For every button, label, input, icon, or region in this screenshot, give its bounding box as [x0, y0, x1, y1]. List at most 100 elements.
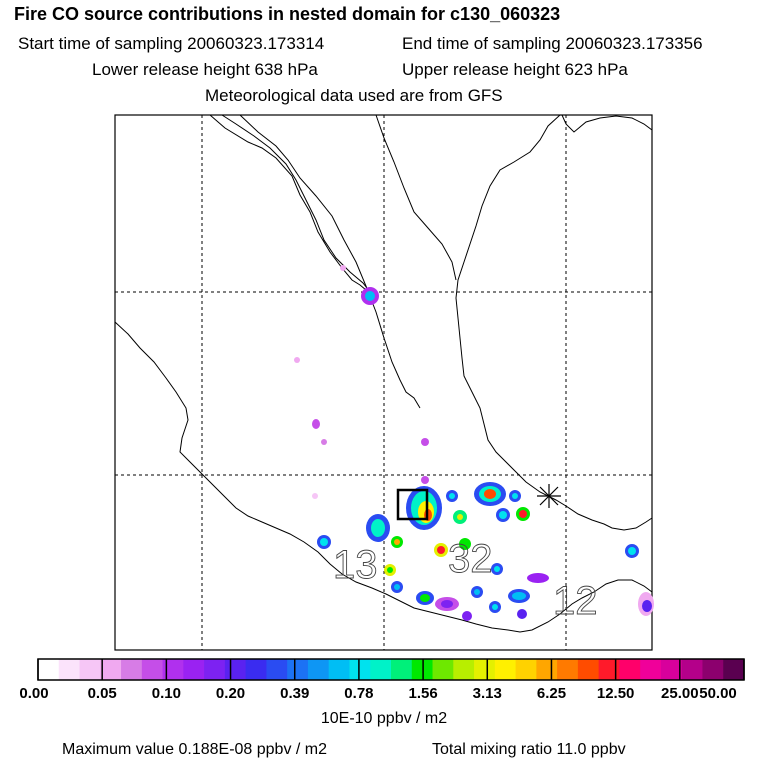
end-time-label: End time of sampling 20060323.173356 [402, 34, 703, 53]
met-data-label: Meteorological data used are from GFS [205, 86, 503, 105]
colorbar-swatch [58, 659, 81, 680]
region-number-32: 32 [448, 537, 493, 581]
colorbar-swatch [328, 659, 350, 680]
plume-blob [394, 584, 400, 590]
colorbar-tick-label: 12.50 [596, 685, 635, 702]
coastlines [114, 114, 653, 633]
colorbar-swatch [536, 659, 558, 680]
colorbar-swatch [266, 659, 288, 680]
colorbar-swatch [183, 659, 205, 680]
colorbar-swatch [245, 659, 267, 680]
plume-blob [459, 538, 471, 550]
grid-lines [115, 115, 652, 650]
colorbar-swatch [432, 659, 454, 680]
plume-blob [512, 493, 518, 499]
colorbar-tick-label: 50.00 [699, 685, 737, 702]
plume-blob [371, 519, 385, 537]
colorbar-swatch [619, 659, 641, 680]
plume-blob [628, 547, 636, 555]
region-number-13: 13 [333, 543, 378, 587]
colorbar-tick-label: 0.10 [151, 685, 181, 702]
plume-blob [312, 493, 318, 499]
colorbar-tick-label: 3.13 [472, 685, 502, 702]
lower-release-label: Lower release height 638 hPa [92, 60, 318, 79]
upper-release-label: Upper release height 623 hPa [402, 60, 628, 79]
plume-blob [387, 567, 393, 573]
colorbar-swatch [204, 659, 226, 680]
coastline-west [239, 114, 421, 409]
colorbar-tick-label: 0.39 [280, 685, 310, 702]
plume-blob [499, 511, 507, 519]
colorbar [37, 658, 745, 681]
total-mixing-label: Total mixing ratio 11.0 ppbv [432, 741, 626, 758]
plume-blob [517, 609, 527, 619]
colorbar-swatch [515, 659, 537, 680]
plume-blob [462, 611, 472, 621]
plume-blob [441, 600, 453, 608]
colorbar-swatch [723, 659, 745, 680]
colorbar-swatch [391, 659, 413, 680]
plume-blob [421, 438, 429, 446]
coastline-gulf [455, 114, 653, 531]
colorbar-swatch [100, 659, 122, 680]
colorbar-swatch [287, 659, 309, 680]
colorbar-tick-label: 0.05 [87, 685, 117, 702]
colorbar-tick-label: 1.56 [408, 685, 438, 702]
colorbar-unit: 10E-10 ppbv / m2 [320, 710, 448, 727]
coastline-pacific [114, 321, 653, 633]
plume-blob [494, 566, 500, 572]
plume-blob [519, 510, 527, 518]
plume-blob [365, 291, 375, 301]
colorbar-swatch [38, 659, 60, 680]
star-marker [537, 484, 561, 508]
plume-blob [312, 419, 320, 429]
plume-blob [512, 592, 526, 600]
colorbar-swatch [598, 659, 620, 680]
plume-blob [527, 573, 549, 583]
colorbar-tick-label: 6.25 [536, 685, 567, 702]
colorbar-swatch [453, 659, 475, 680]
plume-blob [321, 439, 327, 445]
region-numbers: 13 32 12 [333, 537, 598, 624]
colorbar-swatch [494, 659, 517, 680]
plume-blob [320, 538, 328, 546]
coastline-inner-gulf [375, 114, 457, 281]
colorbar-swatch [557, 659, 579, 680]
plume-blob [394, 539, 400, 545]
colorbar-swatch [79, 659, 101, 680]
colorbar-swatch [474, 659, 496, 680]
colorbar-swatch [660, 659, 683, 680]
plume-blob [457, 514, 463, 520]
plume-blob [492, 604, 498, 610]
plume-blob [294, 357, 300, 363]
colorbar-swatch [681, 659, 703, 680]
colorbar-swatch [307, 659, 330, 680]
plume-blob [474, 589, 480, 595]
plume-blob [642, 600, 652, 612]
colorbar-tick-label: 0.00 [19, 685, 49, 702]
colorbar-swatch [141, 659, 164, 680]
colorbar-swatch [121, 659, 143, 680]
max-value-label: Maximum value 0.188E-08 ppbv / m2 [62, 741, 328, 758]
plume-blob [420, 594, 430, 602]
plume-blob [449, 493, 455, 499]
colorbar-tick-label: 25.00 [661, 685, 699, 702]
colorbar-swatch [370, 659, 392, 680]
colorbar-swatch [162, 659, 184, 680]
coastline-caribbean [561, 114, 653, 133]
colorbar-swatch [640, 659, 662, 680]
plume-blob [340, 265, 346, 271]
region-number-12: 12 [553, 579, 598, 623]
sampling-box [396, 488, 429, 521]
plume-blob [437, 546, 445, 554]
plume-blob [484, 489, 496, 499]
colorbar-swatch [224, 659, 247, 680]
start-time-label: Start time of sampling 20060323.173314 [18, 34, 325, 53]
colorbar-swatch [349, 659, 371, 680]
colorbar-tick-label: 0.78 [344, 685, 374, 702]
page-title: Fire CO source contributions in nested d… [14, 4, 561, 24]
colorbar-swatch [577, 659, 600, 680]
plume-layer [294, 265, 654, 621]
plume-blob [421, 476, 429, 484]
